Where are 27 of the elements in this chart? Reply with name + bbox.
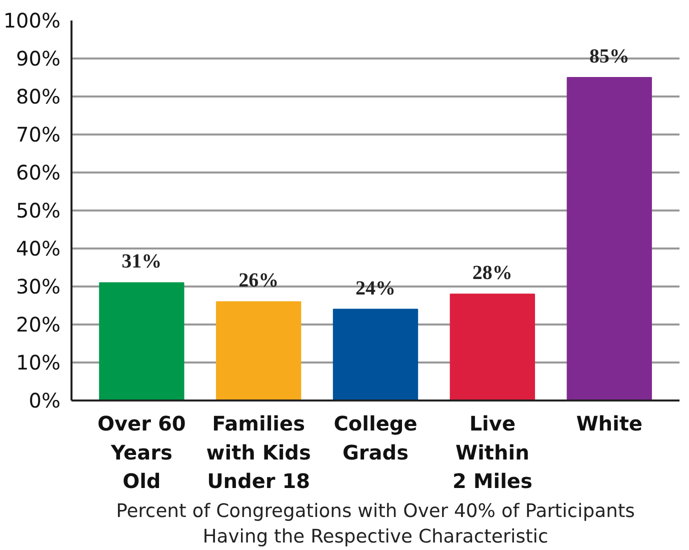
data-label: 85% bbox=[589, 46, 630, 68]
data-label: 26% bbox=[238, 270, 279, 292]
y-tick-label: 20% bbox=[16, 312, 60, 336]
y-tick-label: 0% bbox=[28, 388, 61, 412]
bar bbox=[216, 301, 302, 400]
bar bbox=[99, 282, 184, 400]
bar bbox=[332, 308, 418, 400]
y-tick-label: 90% bbox=[16, 46, 60, 70]
y-tick-label: 10% bbox=[16, 350, 60, 374]
y-tick-label: 100% bbox=[3, 8, 61, 32]
data-label: 28% bbox=[472, 262, 512, 284]
y-tick-label: 30% bbox=[16, 274, 60, 298]
y-tick-label: 50% bbox=[16, 198, 60, 222]
x-tick-label: College Grads bbox=[334, 412, 418, 464]
x-tick-label: White bbox=[576, 412, 642, 436]
y-tick-label: 80% bbox=[16, 84, 60, 108]
y-tick-label: 70% bbox=[16, 122, 60, 146]
y-tick-label: 40% bbox=[16, 236, 60, 260]
bar bbox=[566, 77, 652, 400]
y-tick-label: 60% bbox=[16, 160, 60, 184]
data-label: 31% bbox=[122, 250, 162, 273]
x-tick-label: Families with Kids Under 18 bbox=[206, 412, 311, 494]
x-axis-title: Percent of Congregations with Over 40% of Participants Having the Respective Characteristic bbox=[116, 501, 635, 548]
bar bbox=[450, 294, 536, 400]
data-label: 24% bbox=[356, 277, 396, 300]
x-tick-label: Over 60 Years Old bbox=[98, 412, 186, 494]
x-tick-label: Live Within 2 Miles bbox=[452, 412, 532, 494]
